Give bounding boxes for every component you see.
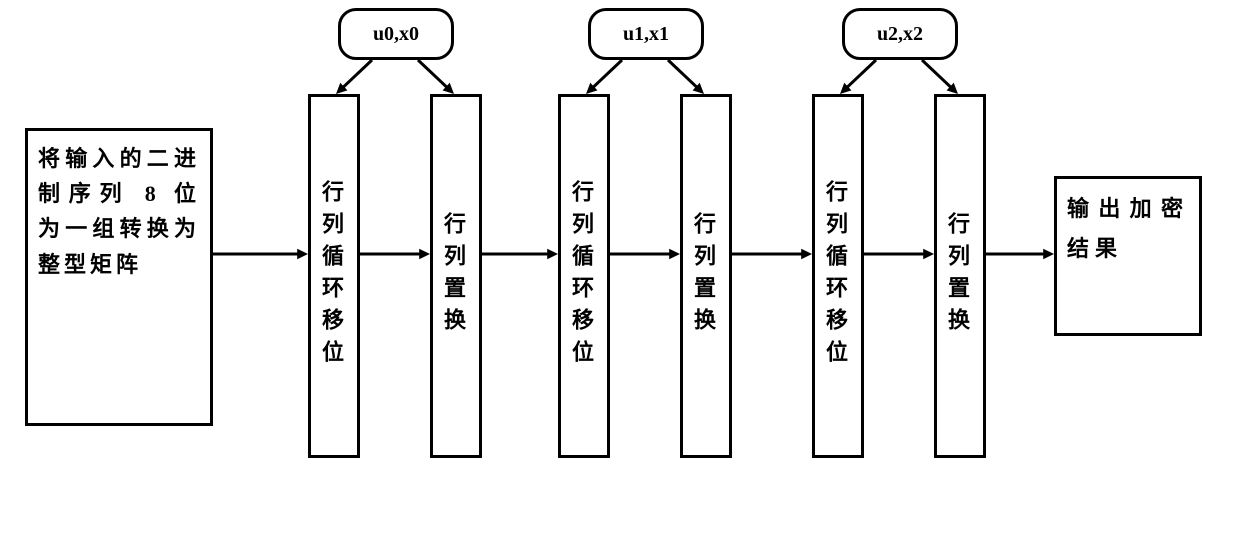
param-0-text: u0,x0 [373, 23, 419, 46]
vertical-box-0: 行列循环移位 [308, 94, 360, 458]
vbox-2-text: 行列循环移位 [565, 180, 597, 372]
vertical-box-2: 行列循环移位 [558, 94, 610, 458]
vbox-0-text: 行列循环移位 [315, 180, 347, 372]
diagram-container: 将输入的二进制序列 8 位为一组转换为整型矩阵 输出加密结果 u0,x0 u1,… [0, 0, 1239, 533]
param-box-1: u1,x1 [588, 8, 704, 60]
param-2-text: u2,x2 [877, 23, 923, 46]
input-box: 将输入的二进制序列 8 位为一组转换为整型矩阵 [25, 128, 213, 426]
input-text: 将输入的二进制序列 8 位为一组转换为整型矩阵 [38, 141, 200, 282]
param-box-0: u0,x0 [338, 8, 454, 60]
vertical-box-1: 行列置换 [430, 94, 482, 458]
vbox-4-text: 行列循环移位 [819, 180, 851, 372]
vertical-box-3: 行列置换 [680, 94, 732, 458]
param-box-2: u2,x2 [842, 8, 958, 60]
output-text: 输出加密结果 [1067, 189, 1189, 268]
vbox-3-text: 行列置换 [687, 212, 719, 340]
vbox-1-text: 行列置换 [437, 212, 469, 340]
param-1-text: u1,x1 [623, 23, 669, 46]
output-box: 输出加密结果 [1054, 176, 1202, 336]
vertical-box-4: 行列循环移位 [812, 94, 864, 458]
vbox-5-text: 行列置换 [941, 212, 973, 340]
vertical-box-5: 行列置换 [934, 94, 986, 458]
